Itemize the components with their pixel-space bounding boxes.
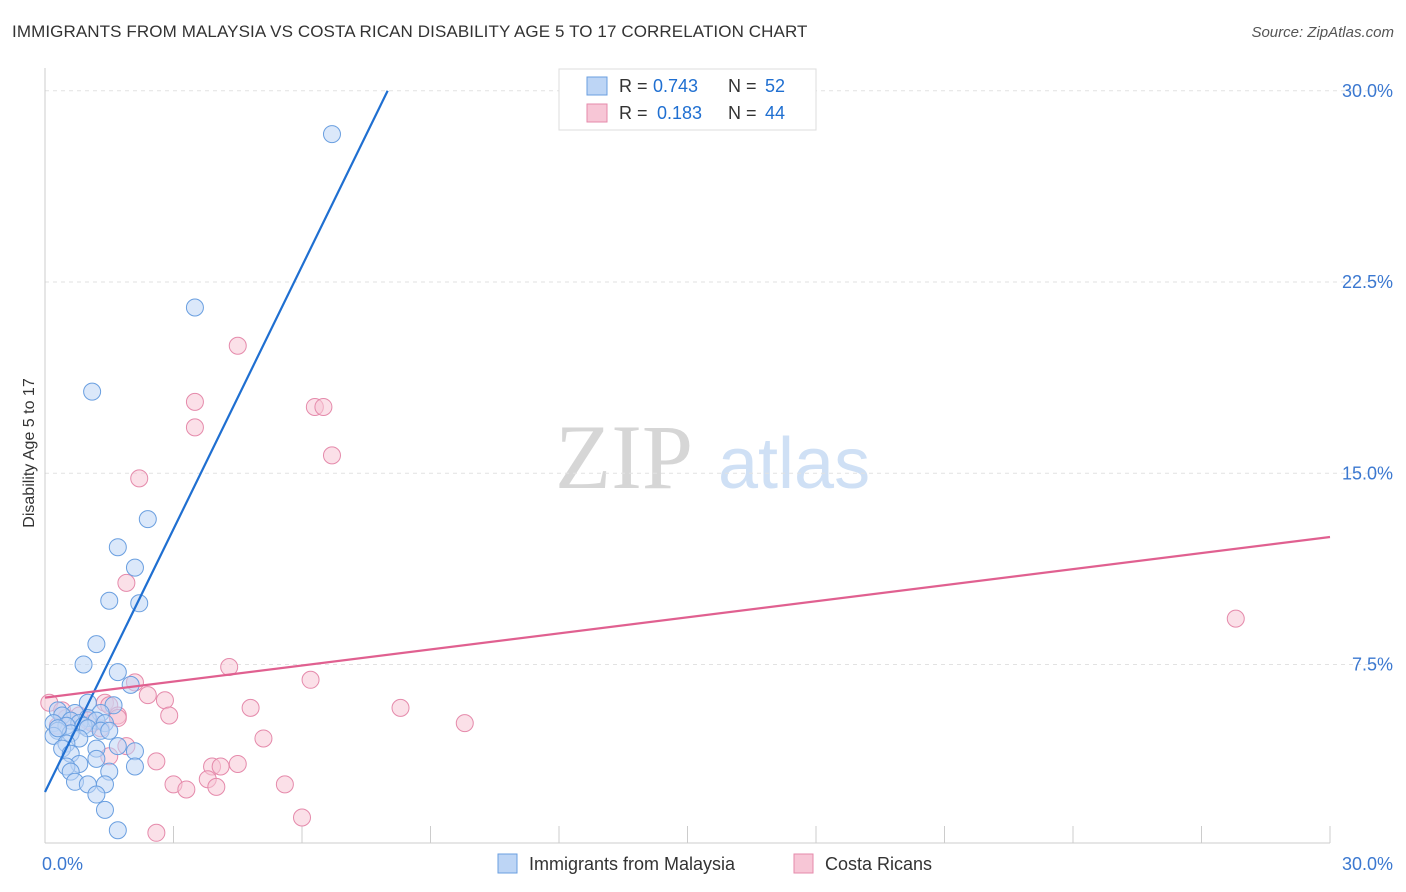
trend-line-costa-ricans [44,535,1331,699]
point-malaysia [87,785,106,804]
stats-n-value-1: 52 [765,76,785,96]
point-malaysia [100,591,119,610]
point-costa-ricans [160,706,179,725]
point-costa-ricans [275,775,294,794]
point-costa-ricans [254,729,273,748]
point-costa-ricans [155,691,174,710]
legend-swatch-costa-ricans [793,853,814,874]
point-costa-ricans [241,698,260,717]
legend-label-malaysia: Immigrants from Malaysia [529,854,736,874]
point-costa-ricans [138,686,157,705]
trend-lines [44,90,1331,793]
point-costa-ricans [228,336,247,355]
x-tick-label: 30.0% [1342,854,1393,874]
grid-lines [45,90,1380,665]
point-malaysia [48,719,67,738]
point-malaysia [87,635,106,654]
y-tick-label: 7.5% [1352,655,1393,675]
point-malaysia [125,742,144,761]
point-malaysia [121,675,140,694]
point-costa-ricans [147,752,166,771]
point-malaysia [138,510,157,529]
watermark: ZIP atlas [555,406,870,508]
stats-r-label-1: R = [619,76,648,96]
data-points [40,125,1245,842]
stats-r-label-2: R = [619,103,648,123]
point-costa-ricans [301,670,320,689]
watermark-atlas: atlas [718,424,870,504]
point-malaysia [100,721,119,740]
point-malaysia [87,749,106,768]
point-costa-ricans [130,469,149,488]
stats-r-value-1: 0.743 [653,76,698,96]
axes [44,68,1331,844]
point-malaysia [108,737,127,756]
point-malaysia [322,125,341,144]
point-malaysia [125,558,144,577]
watermark-zip: ZIP [555,406,693,508]
point-malaysia [74,655,93,674]
bottom-legend: Immigrants from Malaysia Costa Ricans [497,853,932,874]
point-costa-ricans [117,573,136,592]
y-tick-label: 15.0% [1342,463,1393,483]
chart-title: IMMIGRANTS FROM MALAYSIA VS COSTA RICAN … [12,22,808,41]
point-costa-ricans [211,757,230,776]
point-malaysia [108,538,127,557]
stats-r-value-2: 0.183 [657,103,702,123]
x-tick-label: 0.0% [42,854,83,874]
point-malaysia [185,298,204,317]
stats-legend: R = 0.743 N = 52 R = 0.183 N = 44 [558,68,817,131]
point-costa-ricans [391,698,410,717]
y-tick-label: 22.5% [1342,272,1393,292]
stats-n-label-2: N = [728,103,757,123]
stats-n-value-2: 44 [765,103,785,123]
point-costa-ricans [455,714,474,733]
y-axis-label: Disability Age 5 to 17 [21,378,38,528]
point-costa-ricans [207,777,226,796]
point-costa-ricans [177,780,196,799]
point-costa-ricans [314,397,333,416]
stats-n-label-1: N = [728,76,757,96]
legend-swatch-malaysia [497,853,518,874]
tick-labels: 7.5% 15.0% 22.5% 30.0% 0.0% 30.0% [42,81,1393,874]
point-malaysia [83,382,102,401]
y-tick-label: 30.0% [1342,81,1393,101]
point-costa-ricans [228,754,247,773]
stats-swatch-blue [586,76,608,96]
point-malaysia [108,821,127,840]
stats-swatch-pink [586,103,608,123]
point-costa-ricans [185,392,204,411]
point-malaysia [108,663,127,682]
source-label: Source: ZipAtlas.com [1251,24,1394,41]
point-costa-ricans [185,418,204,437]
legend-label-costa-ricans: Costa Ricans [825,854,932,874]
point-malaysia [125,757,144,776]
point-costa-ricans [1226,609,1245,628]
point-costa-ricans [322,446,341,465]
point-costa-ricans [147,823,166,842]
point-costa-ricans [293,808,311,827]
point-malaysia [95,800,114,819]
trend-line-malaysia [44,90,389,793]
